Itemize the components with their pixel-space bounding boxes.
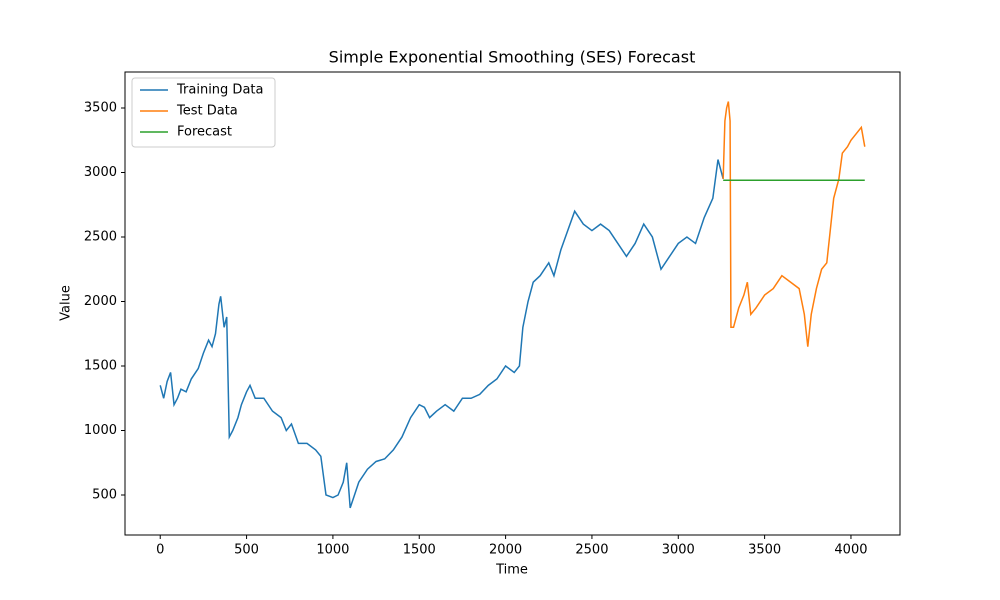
x-tick-label: 2500 [575,543,608,558]
x-tick-label: 4000 [834,543,867,558]
y-tick-label: 2500 [84,229,117,244]
legend-label: Training Data [176,83,263,98]
chart-title: Simple Exponential Smoothing (SES) Forec… [329,48,696,67]
x-tick-label: 0 [156,543,164,558]
y-axis-label: Value [59,285,74,321]
x-tick-label: 2000 [489,543,522,558]
y-tick-label: 2000 [84,294,117,309]
x-tick-label: 3000 [662,543,695,558]
series-line [722,101,866,347]
legend-box [131,77,276,148]
legend-label: Test Data [176,104,238,119]
x-tick-label: 500 [234,543,259,558]
y-tick-label: 500 [92,488,117,503]
y-tick-label: 3000 [84,165,117,180]
x-axis-label: Time [495,563,528,578]
x-tick-label: 1500 [403,543,436,558]
y-tick-label: 1500 [84,359,117,374]
x-tick-label: 1000 [316,543,349,558]
legend-label: Forecast [177,125,232,140]
plot-frame [124,71,901,536]
y-tick-label: 3500 [84,100,117,115]
series-line [159,159,724,509]
x-tick-label: 3500 [748,543,781,558]
y-tick-label: 1000 [84,423,117,438]
